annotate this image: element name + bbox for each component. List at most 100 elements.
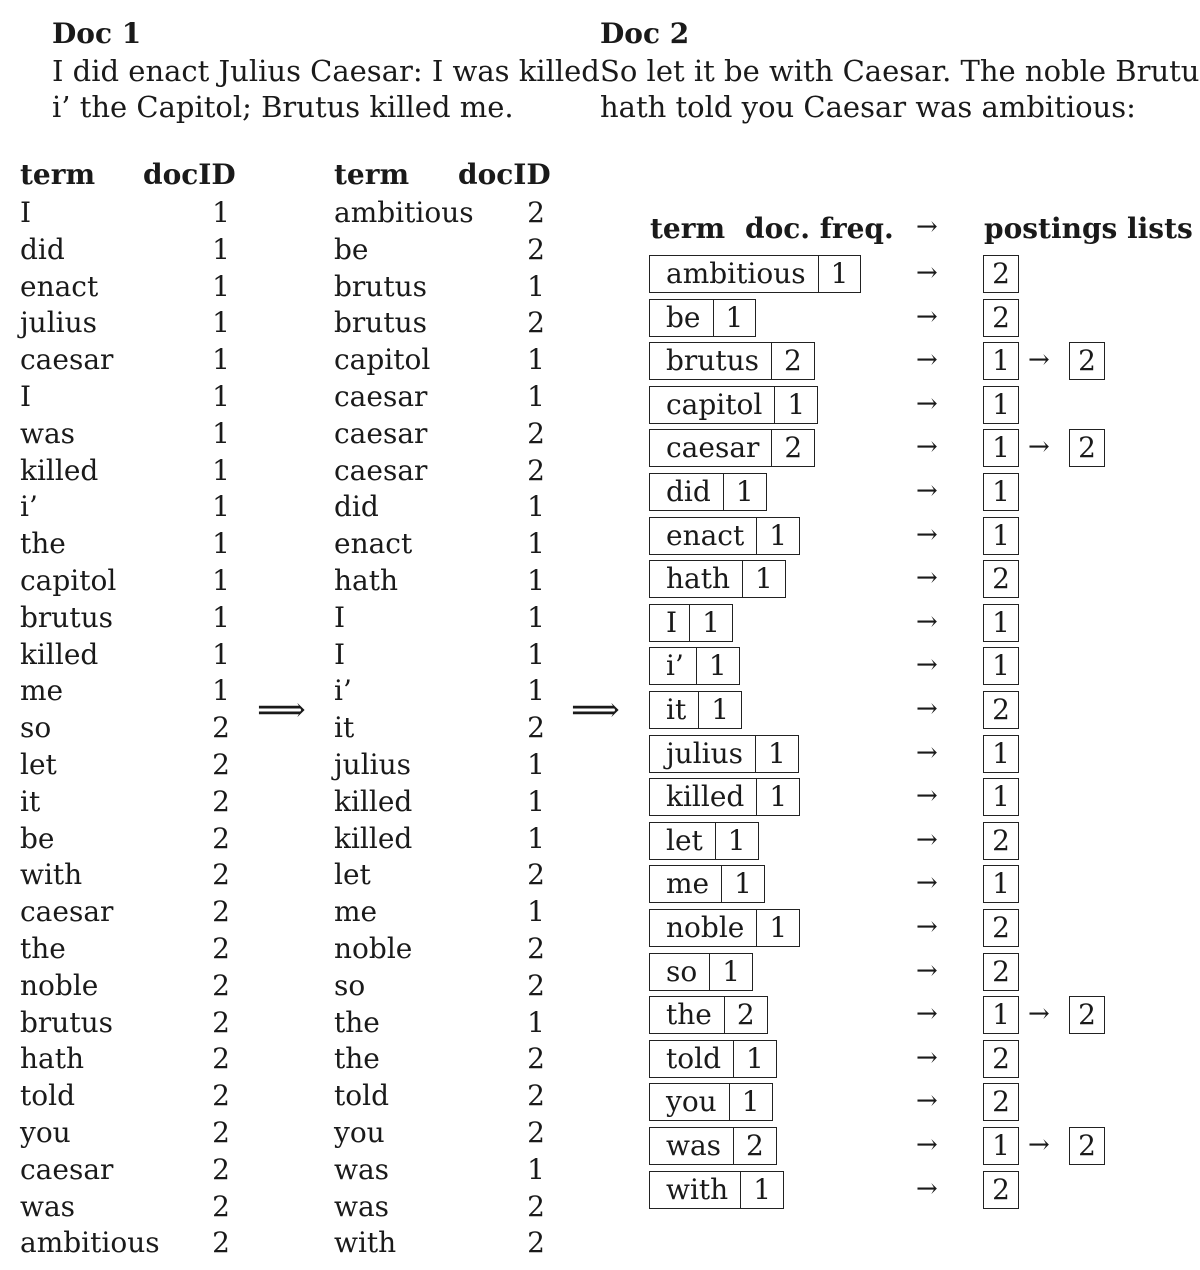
dictionary-entry: you 1 <box>649 1083 773 1122</box>
table1-docid-cell: 2 <box>212 1226 230 1260</box>
dictionary-term: killed <box>650 779 758 816</box>
dictionary-entry: me 1 <box>649 865 765 904</box>
dictionary-term: let <box>650 822 716 859</box>
dictionary-term: me <box>650 866 723 903</box>
table1-docid-cell: 1 <box>212 416 230 450</box>
table1-docid-cell: 2 <box>212 821 230 855</box>
table1-term-cell: with <box>20 858 83 892</box>
posting-box: 2 <box>983 691 1019 729</box>
table1-docid-cell: 1 <box>212 196 230 229</box>
table2-docid-cell: 2 <box>527 1079 545 1113</box>
dictionary-term: so <box>650 953 711 990</box>
table2-docid-cell: 1 <box>527 527 545 561</box>
index-header-postings: postings lists <box>984 212 1193 245</box>
table1-term-cell: killed <box>20 453 99 487</box>
table1-term-cell: ambitious <box>20 1226 160 1260</box>
posting-box: 2 <box>983 821 1019 860</box>
posting-box: 2 <box>983 560 1019 599</box>
dictionary-arrow: → <box>916 301 938 332</box>
table1-docid-cell: 1 <box>212 600 230 634</box>
table1-term-cell: caesar <box>20 895 114 929</box>
table2-docid-cell: 1 <box>527 895 545 929</box>
dictionary-arrow: → <box>916 1086 938 1117</box>
dictionary-entry: with 1 <box>649 1170 785 1209</box>
table1-term-cell: killed <box>20 637 99 671</box>
table1-term-cell: caesar <box>20 1152 114 1186</box>
table2-term-cell: told <box>334 1079 389 1113</box>
table2-term-cell: me <box>334 895 378 929</box>
posting-box: 1 <box>983 647 1019 686</box>
dictionary-entry: be 1 <box>649 298 757 337</box>
doc-freq: 1 <box>725 300 744 334</box>
table1-docid-cell: 2 <box>212 1116 230 1149</box>
dictionary-entry: told 1 <box>649 1039 777 1078</box>
posting-box: 1 <box>983 342 1019 381</box>
dictionary-term: the <box>650 997 725 1034</box>
dictionary-arrow: → <box>916 388 938 419</box>
dictionary-arrow: → <box>916 519 938 550</box>
table2-docid-cell: 2 <box>527 1042 545 1076</box>
posting-box: 1 <box>983 473 1019 511</box>
table2-term-cell: killed <box>334 821 413 855</box>
doc-freq: 1 <box>753 1172 772 1206</box>
table2-docid-cell: 2 <box>527 711 545 745</box>
table1-docid-cell: 2 <box>212 932 230 965</box>
table1-term-cell: capitol <box>20 564 117 597</box>
table1-docid-cell: 2 <box>212 968 230 1002</box>
posting-box: 2 <box>983 909 1019 947</box>
table1-term-cell: me <box>20 674 64 708</box>
doc-freq: 2 <box>746 1129 764 1162</box>
table2-docid-cell: 2 <box>527 1116 545 1149</box>
table2-docid-cell: 1 <box>527 637 545 671</box>
dictionary-term: enact <box>650 517 758 554</box>
doc-freq: 1 <box>746 1041 764 1075</box>
dictionary-term: hath <box>650 561 744 598</box>
dictionary-term: you <box>650 1084 730 1121</box>
table1-docid-cell: 2 <box>212 711 230 745</box>
dictionary-entry: the 2 <box>649 996 768 1035</box>
posting-box: 2 <box>1069 1127 1105 1165</box>
dictionary-arrow: → <box>916 563 938 594</box>
doc2-title: Doc 2 <box>600 17 690 50</box>
table2-docid-cell: 1 <box>527 1005 545 1039</box>
dictionary-entry: brutus 2 <box>649 342 815 381</box>
doc1-line-2: i’ the Capitol; Brutus killed me. <box>52 90 514 124</box>
posting-box: 2 <box>983 1039 1019 1078</box>
index-header-term: term <box>650 212 726 245</box>
dictionary-entry: ambitious 1 <box>649 255 862 293</box>
doc-freq: 1 <box>755 562 773 596</box>
table2-docid-cell: 1 <box>527 490 545 524</box>
table2-docid-cell: 2 <box>527 453 545 487</box>
table1-docid-cell: 1 <box>212 232 230 266</box>
table1-docid-cell: 1 <box>212 527 230 561</box>
doc-freq: 1 <box>702 605 720 639</box>
posting-box: 2 <box>983 1170 1019 1209</box>
posting-box: 1 <box>983 429 1019 468</box>
dictionary-term: be <box>650 299 714 336</box>
doc2-line-2: hath told you Caesar was ambitious: <box>600 90 1136 124</box>
posting-arrow: → <box>1028 345 1050 376</box>
table1-docid-cell: 1 <box>212 637 230 671</box>
dictionary-arrow: → <box>916 694 938 724</box>
dictionary-entry: caesar 2 <box>649 429 816 468</box>
posting-box: 1 <box>983 603 1019 642</box>
dictionary-arrow: → <box>916 606 938 637</box>
table2-term-cell: brutus <box>334 306 427 340</box>
dictionary-arrow: → <box>916 999 938 1030</box>
table2-term-cell: julius <box>334 748 412 781</box>
table2-docid-cell: 1 <box>527 821 545 855</box>
table1-term-cell: let <box>20 748 57 781</box>
dictionary-arrow: → <box>916 737 938 768</box>
table2-term-cell: the <box>334 1042 380 1076</box>
table2-docid-cell: 2 <box>527 306 545 340</box>
table2-docid-cell: 2 <box>527 932 545 965</box>
table2-term-cell: brutus <box>334 269 427 303</box>
doc2-line-1: So let it be with Caesar. The noble Brut… <box>600 54 1200 88</box>
table2-term-cell: was <box>334 1152 390 1186</box>
index-arrow: ⟹ <box>571 690 620 730</box>
posting-box: 2 <box>983 298 1019 337</box>
table1-term-cell: was <box>20 416 76 450</box>
index-header-arrow: → <box>916 212 938 242</box>
table2-docid-cell: 1 <box>527 674 545 708</box>
